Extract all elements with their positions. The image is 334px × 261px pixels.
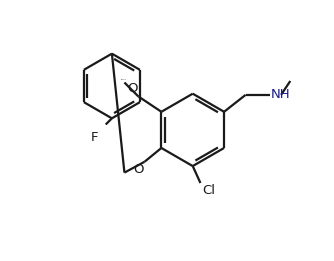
Text: O: O bbox=[133, 163, 144, 176]
Text: NH: NH bbox=[271, 88, 291, 100]
Text: O: O bbox=[127, 82, 138, 95]
Text: methoxy: methoxy bbox=[121, 79, 127, 80]
Text: Cl: Cl bbox=[202, 184, 215, 197]
Text: F: F bbox=[91, 132, 98, 144]
Text: methoxy: methoxy bbox=[125, 80, 131, 81]
